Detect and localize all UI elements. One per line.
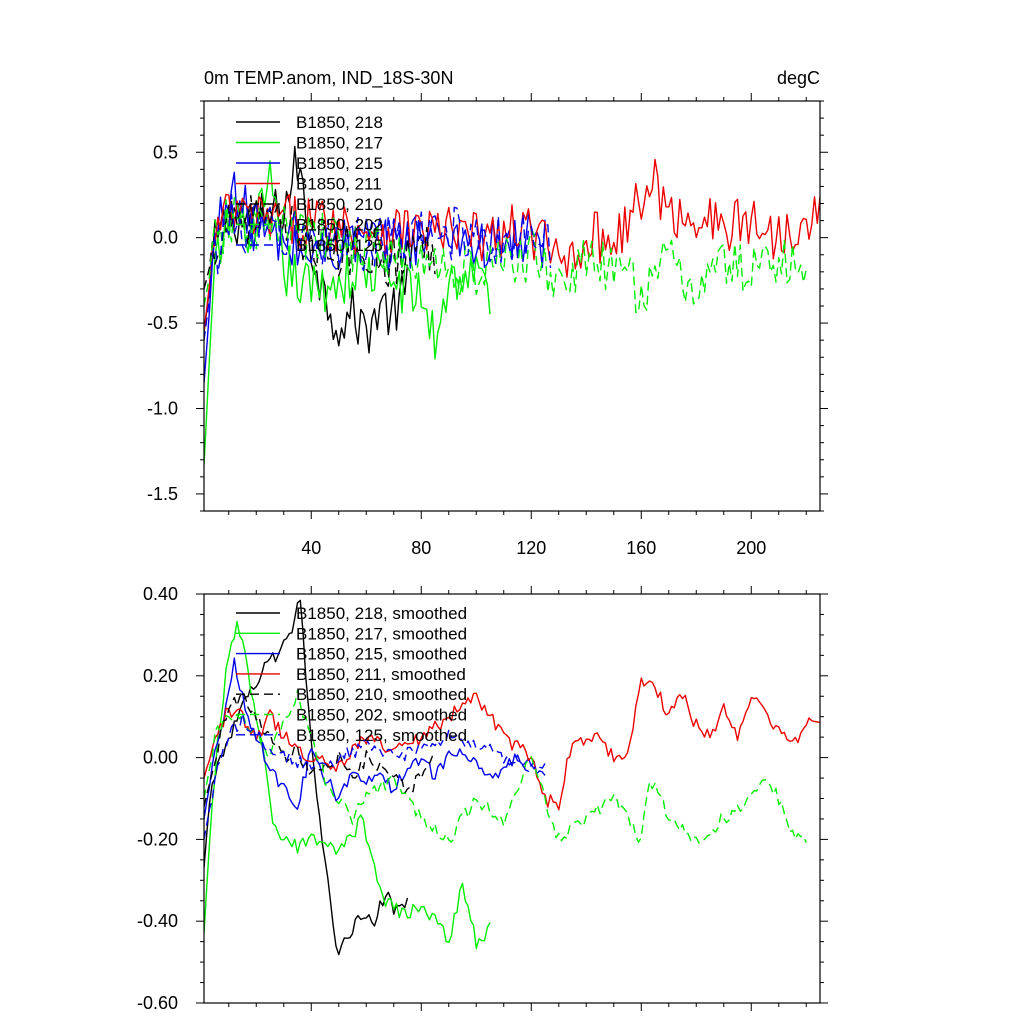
series-line-bottom-4	[204, 691, 436, 807]
x-tick-label: 200	[736, 538, 766, 558]
series-line-top-4	[204, 195, 436, 290]
y-tick-label: -0.20	[137, 829, 178, 849]
series-line-top-5	[204, 197, 807, 314]
series-line-bottom-6	[204, 712, 546, 840]
series-line-top-0	[204, 145, 409, 354]
legend-label: B1850, 125, smoothed	[296, 726, 467, 745]
series-line-top-3	[204, 158, 820, 332]
y-tick-label: -0.40	[137, 911, 178, 931]
legend-label: B1850, 202, smoothed	[296, 706, 467, 725]
series-line-top-2	[204, 171, 546, 383]
x-tick-label: 40	[301, 538, 321, 558]
y-tick-label: -0.60	[137, 993, 178, 1013]
bottom-panel: 0.40 0.20 0.00 -0.20 -0.40 -0.60 B1850, 218, s…	[137, 584, 828, 1013]
series-line-bottom-1	[204, 620, 491, 950]
series-line-bottom-5	[204, 689, 807, 844]
legend-label: B1850, 210, smoothed	[296, 685, 467, 704]
legend-label: B1850, 210	[296, 195, 383, 214]
y-tick-label: -1.5	[147, 484, 178, 504]
legend-label: B1850, 218	[296, 113, 383, 132]
y-tick-label: 0.5	[153, 142, 178, 162]
x-tick-label: 160	[626, 538, 656, 558]
legend-label: B1850, 215, smoothed	[296, 645, 467, 664]
legend-label: B1850, 211, smoothed	[296, 665, 466, 684]
legend-label: B1850, 215	[296, 154, 383, 173]
y-tick-label: 0.0	[153, 228, 178, 248]
legend-label: B1850, 218, smoothed	[296, 604, 467, 623]
x-tick-label: 80	[411, 538, 431, 558]
legend-label: B1850, 125	[296, 236, 383, 255]
y-tick-label: 0.20	[143, 666, 178, 686]
legend-label: B1850, 202	[296, 216, 383, 235]
y-tick-label: 0.00	[143, 748, 178, 768]
top-chart-title: 0m TEMP.anom, IND_18S-30N	[204, 68, 453, 89]
series-line-bottom-3	[204, 677, 820, 811]
y-tick-label: 0.40	[143, 584, 178, 604]
y-tick-label: -0.5	[147, 313, 178, 333]
top-panel: 40 80 120 160 200 0.5 0.0 -0.5 -1.0 -1.5 B1850, 21…	[147, 93, 828, 558]
legend-label: B1850, 217, smoothed	[296, 624, 467, 643]
legend-label: B1850, 211	[296, 175, 382, 194]
y-tick-label: -1.0	[147, 399, 178, 419]
legend-label: B1850, 217	[296, 134, 383, 153]
series-line-top-6	[204, 193, 552, 341]
top-chart-units: degC	[777, 68, 820, 88]
x-tick-label: 120	[516, 538, 546, 558]
